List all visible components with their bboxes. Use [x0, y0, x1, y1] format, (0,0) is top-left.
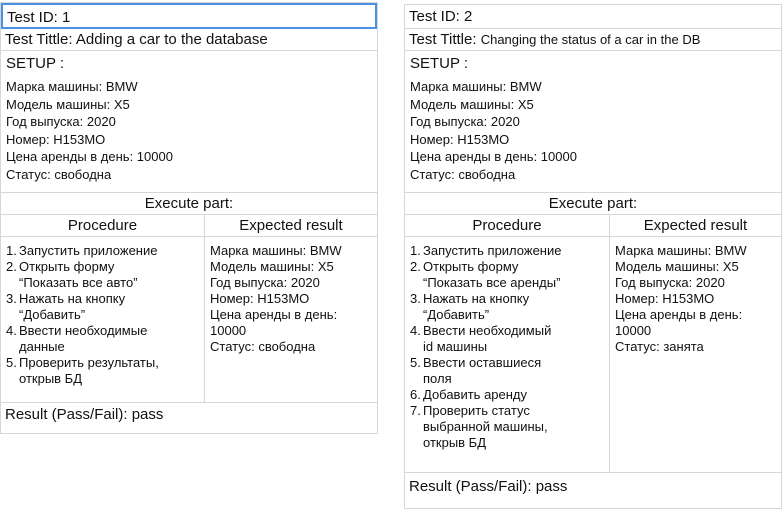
expected-line: Цена аренды в день: — [615, 307, 743, 322]
expected-line: 10000 — [210, 323, 247, 338]
procedure-header: Procedure — [405, 215, 609, 237]
test-id-cell[interactable]: Test ID: 2 — [405, 5, 781, 29]
expected-line: 10000 — [615, 323, 652, 338]
setup-line: Модель машины: X5 — [410, 96, 534, 112]
setup-cell[interactable]: SETUP : Марка машины: BMW Модель машины:… — [1, 51, 377, 193]
expected-line: Цена аренды в день: — [210, 307, 338, 322]
procedure-step: 4. Ввести необходимые данные — [6, 323, 148, 354]
execute-table: Procedure 1. Запустить приложение 2. Откры… — [405, 215, 781, 473]
procedure-header: Procedure — [1, 215, 204, 237]
expected-list[interactable]: Марка машины: BMW Модель машины: X5 Год … — [205, 237, 377, 359]
procedure-step: 5. Ввести оставшиеся поля — [410, 355, 542, 386]
procedure-step: 3. Нажать на кнопку “Добавить” — [410, 291, 530, 322]
setup-line: Модель машины: X5 — [6, 96, 130, 112]
expected-line: Модель машины: X5 — [210, 259, 334, 274]
result-cell[interactable]: Result (Pass/Fail): pass — [409, 478, 568, 495]
expected-line: Марка машины: BMW — [615, 243, 747, 258]
setup-line: Год выпуска: 2020 — [6, 114, 116, 129]
procedure-step: 1. Запустить приложение — [6, 243, 158, 258]
procedure-step: 2. Открыть форму “Показать все аренды” — [410, 259, 561, 290]
setup-lines: Марка машины: BMW Модель машины: X5 Год … — [410, 78, 776, 183]
test-title-label: Test Tittle: — [5, 31, 76, 48]
procedure-step: 6. Добавить аренду — [410, 387, 528, 402]
procedure-column: Procedure 1. Запустить приложение 2. Откры… — [1, 215, 205, 402]
result-cell[interactable]: Result (Pass/Fail): pass — [5, 406, 164, 423]
expected-column: Expected result Марка машины: BMW Модель… — [205, 215, 377, 402]
setup-cell[interactable]: SETUP : Марка машины: BMW Модель машины:… — [405, 51, 781, 193]
execute-part-label: Execute part: — [1, 193, 377, 215]
expected-column: Expected result Марка машины: BMW Модель… — [610, 215, 781, 472]
setup-line: Марка машины: BMW — [6, 79, 138, 94]
setup-line: Год выпуска: 2020 — [410, 114, 520, 129]
test-title-label: Test Tittle: — [409, 31, 481, 48]
test-title-cell[interactable]: Test Tittle: Changing the status of a ca… — [405, 29, 781, 51]
setup-line: Номер: Н153МО — [6, 131, 106, 147]
setup-line: Статус: свободна — [6, 166, 112, 182]
expected-line: Марка машины: BMW — [210, 243, 342, 258]
test-title-value: Changing the status of a car in the DB — [480, 32, 701, 47]
expected-line: Номер: Н153МО — [615, 291, 715, 306]
expected-list[interactable]: Марка машины: BMW Модель машины: X5 Год … — [610, 237, 781, 359]
procedure-step: 2. Открыть форму “Показать все авто” — [6, 259, 138, 290]
expected-line: Модель машины: X5 — [615, 259, 739, 274]
setup-label: SETUP : — [410, 55, 469, 72]
test-card-2: Test ID: 2 Test Tittle: Changing the sta… — [404, 4, 782, 509]
procedure-list[interactable]: 1. Запустить приложение 2. Открыть форму “П… — [1, 237, 204, 391]
test-title-cell[interactable]: Test Tittle: Adding a car to the databas… — [1, 29, 377, 51]
procedure-step: 7. Проверить статус выбранной машины, откры… — [410, 403, 548, 450]
execute-part-label: Execute part: — [405, 193, 781, 215]
execute-table: Procedure 1. Запустить приложение 2. Откры… — [1, 215, 377, 403]
setup-line: Цена аренды в день: 10000 — [410, 149, 577, 164]
setup-line: Марка машины: BMW — [410, 79, 542, 94]
procedure-step: 3. Нажать на кнопку “Добавить” — [6, 291, 126, 322]
expected-line: Статус: свободна — [210, 339, 316, 354]
procedure-step: 5. Проверить результаты, открыв БД — [6, 355, 159, 386]
test-title-value: Adding a car to the database — [75, 31, 268, 48]
setup-line: Статус: свободна — [410, 166, 516, 182]
procedure-step: 1. Запустить приложение — [410, 243, 562, 258]
expected-header: Expected result — [610, 215, 781, 237]
expected-line: Год выпуска: 2020 — [210, 275, 320, 290]
setup-line: Номер: Н153МО — [410, 131, 510, 147]
expected-line: Год выпуска: 2020 — [615, 275, 725, 290]
procedure-step: 4. Ввести необходимый id машины — [410, 323, 552, 354]
expected-header: Expected result — [205, 215, 377, 237]
test-id-cell[interactable]: Test ID: 1 — [1, 3, 377, 29]
setup-lines: Марка машины: BMW Модель машины: X5 Год … — [6, 78, 372, 183]
procedure-column: Procedure 1. Запустить приложение 2. Откры… — [405, 215, 610, 472]
expected-line: Статус: занята — [615, 339, 704, 354]
expected-line: Номер: Н153МО — [210, 291, 310, 306]
test-card-1: Test ID: 1 Test Tittle: Adding a car to … — [0, 2, 378, 434]
procedure-list[interactable]: 1. Запустить приложение 2. Открыть форму “П… — [405, 237, 609, 455]
setup-label: SETUP : — [6, 55, 65, 72]
setup-line: Цена аренды в день: 10000 — [6, 149, 173, 164]
